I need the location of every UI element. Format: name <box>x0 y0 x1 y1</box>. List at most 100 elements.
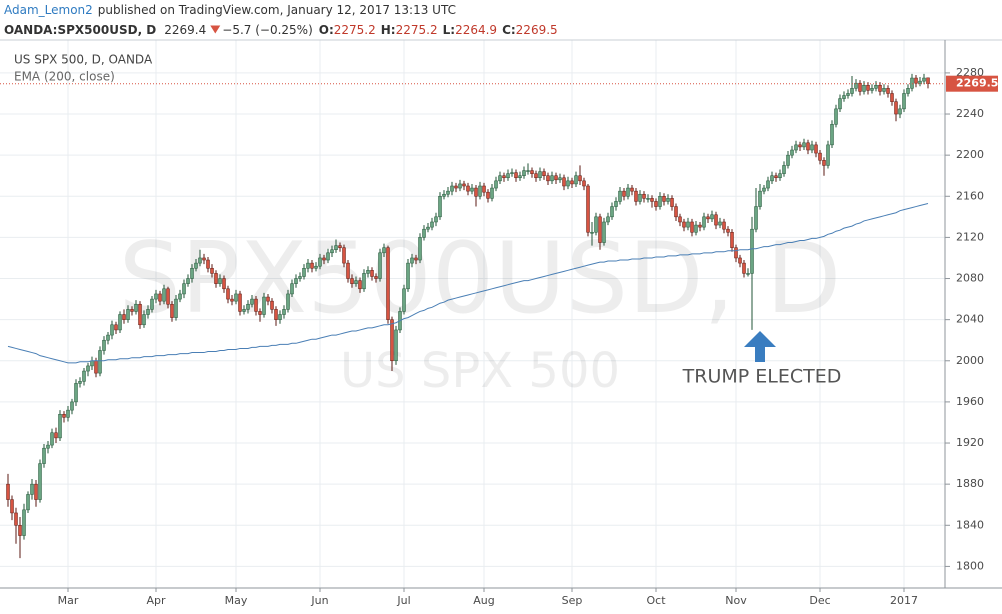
candle-body <box>178 293 182 300</box>
candle-body <box>10 499 14 514</box>
candle-body <box>54 432 58 439</box>
candle-body <box>682 221 686 228</box>
ohlc-label: C: <box>502 23 516 37</box>
candle-body <box>898 108 902 115</box>
y-tick-label: 2120 <box>956 230 984 243</box>
candle-body <box>910 77 914 89</box>
candle-body <box>274 309 278 320</box>
candle-body <box>182 283 186 295</box>
candle-body <box>138 303 142 326</box>
candle-body <box>50 432 54 446</box>
candle-body <box>814 144 818 154</box>
candle-body <box>694 224 698 233</box>
y-tick-label: 1880 <box>956 477 984 490</box>
candle-body <box>882 88 886 92</box>
candle-body <box>594 216 598 233</box>
candle-body <box>114 324 118 331</box>
candle-body <box>866 84 870 91</box>
candle-body <box>290 283 294 295</box>
candle-body <box>486 191 490 199</box>
candle-body <box>606 216 610 223</box>
candle-body <box>210 267 214 274</box>
candle-body <box>382 247 386 254</box>
x-tick-label: Dec <box>809 594 830 607</box>
candle-body <box>670 198 674 207</box>
candle-body <box>310 262 314 269</box>
candle-body <box>426 226 430 230</box>
candle-body <box>70 401 74 411</box>
candle-body <box>662 196 666 202</box>
candle-body <box>550 175 554 182</box>
published-text: published on TradingView.com, January 12… <box>98 3 456 17</box>
candle-body <box>518 175 522 179</box>
annotation: TRUMP ELECTED <box>682 366 842 388</box>
ema-line <box>7 202 929 364</box>
candle-body <box>526 170 530 172</box>
candle-body <box>870 88 874 91</box>
candle-body <box>918 80 922 84</box>
candle-body <box>370 270 374 277</box>
candle-body <box>522 170 526 176</box>
y-tick-label: 1840 <box>956 518 984 531</box>
candle-body <box>818 152 822 161</box>
candle-body <box>502 175 506 179</box>
candle-body <box>618 190 622 202</box>
candle-body <box>434 216 438 223</box>
candle-body <box>230 298 234 302</box>
candle-body <box>330 249 334 254</box>
candle-body <box>554 175 558 181</box>
candle-body <box>142 314 146 326</box>
candle-body <box>334 245 338 250</box>
candle-body <box>266 296 270 302</box>
candle-body <box>314 265 318 269</box>
candle-body <box>862 84 866 92</box>
candle-body <box>162 288 166 302</box>
candle-body <box>902 93 906 110</box>
candle-body <box>654 201 658 207</box>
candle-body <box>158 293 162 302</box>
ohlc-value: 2275.2 <box>396 23 438 37</box>
x-tick-label: Oct <box>646 594 666 607</box>
candle-body <box>574 175 578 185</box>
candle-body <box>586 185 590 233</box>
candle-body <box>786 154 790 166</box>
candle-body <box>390 319 394 362</box>
candle-body <box>298 276 302 279</box>
candle-body <box>754 206 758 230</box>
candle-body <box>386 247 390 320</box>
candle-body <box>154 293 158 300</box>
candle-body <box>150 298 154 310</box>
candle-body <box>394 329 398 362</box>
candle-body <box>234 293 238 302</box>
candle-body <box>46 444 50 449</box>
candle-body <box>130 309 134 312</box>
last-price-box <box>946 75 998 92</box>
candle-body <box>706 216 710 220</box>
candle-body <box>342 247 346 264</box>
candle-body <box>770 175 774 182</box>
candle-body <box>66 409 70 418</box>
candle-body <box>578 175 582 182</box>
author-link[interactable]: Adam_Lemon2 <box>4 3 93 17</box>
candle-body <box>534 173 538 179</box>
ohlc-label: L: <box>443 23 455 37</box>
candle-body <box>246 303 250 310</box>
ohlc-value: 2264.9 <box>455 23 497 37</box>
candle-body <box>422 228 426 238</box>
candle-body <box>134 303 138 312</box>
candle-body <box>450 185 454 192</box>
ohlc-label: H: <box>381 23 396 37</box>
candle-body <box>886 88 890 94</box>
watermark: US SPX 500 <box>340 343 620 399</box>
candle-body <box>326 252 330 261</box>
candle-body <box>58 413 62 439</box>
ohlc-value: 2275.2 <box>334 23 376 37</box>
candle-body <box>442 193 446 197</box>
candle-body <box>658 196 662 207</box>
change: −5.7 (−0.25%) <box>222 23 313 37</box>
candle-body <box>14 512 18 526</box>
candle-body <box>94 360 98 374</box>
down-arrow-icon <box>210 25 221 34</box>
candle-body <box>446 190 450 195</box>
candle-body <box>830 124 834 146</box>
